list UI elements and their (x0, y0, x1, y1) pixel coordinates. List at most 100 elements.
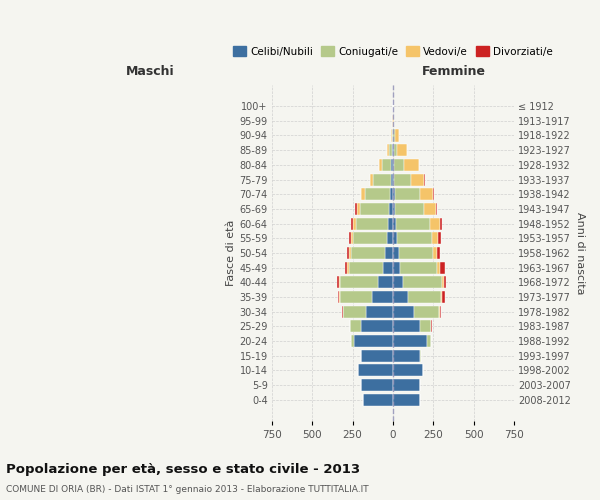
Bar (372, 291, 393, 303)
Bar (433, 247, 437, 259)
Bar (340, 276, 379, 288)
Bar (395, 188, 419, 200)
Bar (350, 320, 361, 332)
Bar (440, 262, 445, 274)
Bar (438, 232, 440, 244)
Bar (387, 232, 393, 244)
Bar (394, 144, 397, 156)
Bar (373, 174, 391, 186)
Bar (397, 144, 407, 156)
Legend: Celibi/Nubili, Coniugati/e, Vedovi/e, Divorziati/e: Celibi/Nubili, Coniugati/e, Vedovi/e, Di… (233, 46, 553, 56)
Bar (442, 291, 445, 303)
Bar (365, 188, 390, 200)
Bar (436, 203, 437, 215)
Bar (338, 291, 339, 303)
Bar (349, 247, 351, 259)
Bar (393, 247, 398, 259)
Bar (393, 144, 394, 156)
Bar (347, 262, 349, 274)
Bar (394, 174, 411, 186)
Bar (353, 232, 387, 244)
Bar (356, 218, 388, 230)
Bar (397, 232, 432, 244)
Bar (393, 335, 427, 347)
Bar (363, 394, 393, 406)
Bar (361, 320, 393, 332)
Bar (439, 306, 440, 318)
Bar (342, 306, 343, 318)
Bar (387, 144, 389, 156)
Bar (396, 218, 430, 230)
Bar (392, 144, 393, 156)
Bar (391, 130, 392, 141)
Bar (393, 276, 403, 288)
Bar (351, 218, 353, 230)
Bar (393, 379, 421, 391)
Bar (337, 276, 339, 288)
Bar (393, 174, 394, 186)
Bar (354, 335, 393, 347)
Bar (379, 159, 382, 171)
Bar (349, 232, 351, 244)
Bar (366, 306, 393, 318)
Bar (361, 350, 393, 362)
Bar (444, 276, 446, 288)
Bar (393, 159, 394, 171)
Text: Maschi: Maschi (127, 65, 175, 78)
Bar (349, 262, 383, 274)
Y-axis label: Fasce di età: Fasce di età (226, 220, 236, 286)
Bar (430, 218, 440, 230)
Bar (340, 291, 372, 303)
Bar (421, 320, 431, 332)
Bar (403, 276, 442, 288)
Bar (370, 174, 373, 186)
Bar (395, 203, 424, 215)
Bar (358, 364, 393, 376)
Bar (437, 262, 440, 274)
Bar (404, 159, 419, 171)
Text: COMUNE DI ORIA (BR) - Dati ISTAT 1° gennaio 2013 - Elaborazione TUTTITALIA.IT: COMUNE DI ORIA (BR) - Dati ISTAT 1° genn… (6, 485, 368, 494)
Bar (345, 262, 347, 274)
Bar (382, 159, 391, 171)
Bar (393, 350, 421, 362)
Bar (393, 218, 396, 230)
Bar (379, 276, 393, 288)
Bar (393, 364, 423, 376)
Bar (353, 218, 356, 230)
Bar (398, 247, 433, 259)
Bar (389, 203, 393, 215)
Bar (351, 247, 385, 259)
Bar (360, 203, 389, 215)
Bar (347, 247, 349, 259)
Bar (389, 144, 392, 156)
Bar (437, 247, 440, 259)
Bar (393, 291, 408, 303)
Bar (393, 306, 414, 318)
Bar (442, 276, 444, 288)
Bar (390, 188, 393, 200)
Bar (361, 379, 393, 391)
Bar (432, 232, 438, 244)
Bar (391, 174, 393, 186)
Bar (419, 188, 433, 200)
Bar (393, 232, 397, 244)
Bar (355, 203, 356, 215)
Y-axis label: Anni di nascita: Anni di nascita (575, 212, 585, 294)
Bar (400, 262, 437, 274)
Bar (411, 174, 424, 186)
Bar (385, 247, 393, 259)
Bar (408, 291, 442, 303)
Bar (351, 232, 353, 244)
Bar (339, 276, 340, 288)
Bar (356, 203, 360, 215)
Bar (424, 174, 425, 186)
Bar (427, 335, 431, 347)
Bar (351, 335, 354, 347)
Bar (440, 218, 442, 230)
Bar (343, 306, 366, 318)
Bar (414, 306, 439, 318)
Bar (393, 262, 400, 274)
Bar (361, 188, 365, 200)
Bar (393, 203, 395, 215)
Bar (383, 262, 393, 274)
